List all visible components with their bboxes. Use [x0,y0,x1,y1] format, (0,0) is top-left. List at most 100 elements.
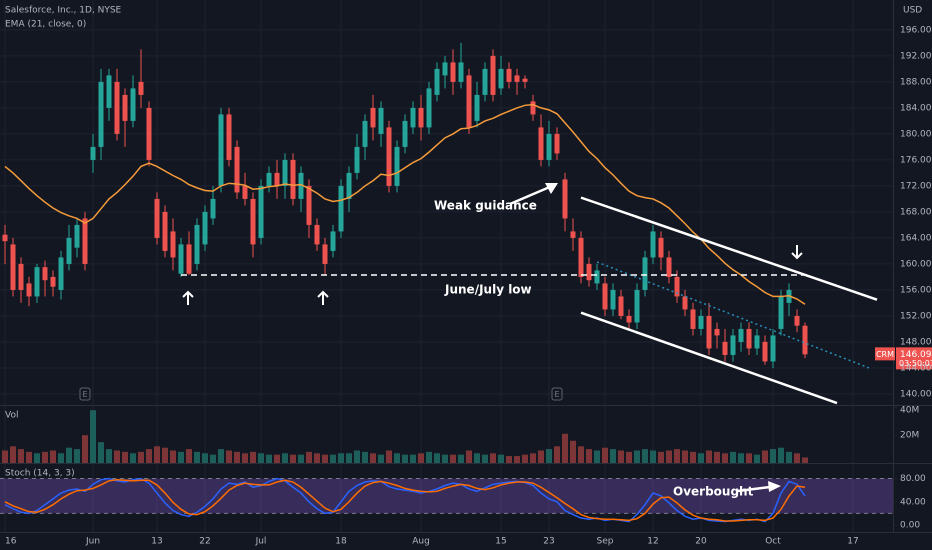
candle-body [458,62,464,82]
candle-body [674,276,680,297]
candle-body [538,127,544,160]
volume-bar [18,449,24,463]
candle-body [58,257,64,290]
volume-bar [650,450,656,463]
volume-bar [754,454,760,463]
volume-bar [98,442,104,463]
candle-body [618,296,624,316]
candle-body [762,341,768,362]
y-tick-label: 140.00 [900,389,932,399]
y-tick-label: 80.00 [900,474,926,484]
x-tick-label: 23 [543,537,554,547]
volume-bar [706,450,712,463]
candle-body [586,263,592,281]
candle-body [2,234,8,242]
candle-body [330,231,336,251]
volume-bar [114,450,120,463]
candle-body [514,75,520,82]
y-tick-label: 152.00 [900,311,932,321]
volume-bar [666,450,672,463]
stoch-line [4,478,806,522]
candle-body [130,88,136,121]
y-tick-label: 164.00 [900,233,932,243]
volume-title: Vol [5,411,18,421]
x-tick-label: 13 [151,537,162,547]
volume-bar [546,449,552,463]
volume-bar [298,454,304,463]
volume-bar [506,456,512,463]
annotation-arrowhead [545,183,558,194]
volume-bar [82,435,88,463]
volume-bar [458,454,464,463]
volume-bar [338,453,344,463]
volume-bar [170,450,176,463]
volume-bar [178,451,184,463]
candle-body [730,335,736,355]
volume-bar [410,454,416,463]
candle-body [714,328,720,336]
volume-bar [658,451,664,463]
x-tick-label: 17 [847,537,858,547]
volume-bar [474,453,480,463]
volume-bar [402,454,408,463]
volume-bar [370,453,376,463]
candle-body [274,172,280,186]
candle-body [138,81,144,95]
volume-bar [690,451,696,463]
volume-bar [490,453,496,463]
down-arrow [791,245,803,260]
candle-body [402,120,408,147]
candle-body [362,120,368,147]
volume-bar [394,453,400,463]
y-tick-label: 40.00 [900,497,926,507]
stoch-band [0,478,893,514]
volume-bar [722,453,728,463]
volume-bar [74,449,80,463]
y-tick-label: 180.00 [900,129,932,139]
candle-body [378,107,384,134]
low-arrows [182,245,803,305]
y-tick-label: 156.00 [900,285,932,295]
volume-bar [498,454,504,463]
x-tick-label: 16 [5,537,17,547]
x-tick-label: Jul [255,537,267,547]
candle-body [314,224,320,245]
candle-body [394,146,400,186]
candle-body [450,62,456,82]
candle-body [602,283,608,310]
candle-body [290,159,296,199]
candle-body [410,107,416,128]
candle-body [218,114,224,186]
volume-bar [482,454,488,463]
candle-body [18,263,24,290]
candle-body [498,68,504,89]
y-tick-label: 176.00 [900,155,932,165]
volume-bar [674,449,680,463]
volume-bar [786,451,792,463]
candle-body [146,107,152,160]
currency-label: USD [903,6,922,16]
volume-bar [226,450,232,463]
volume-bar [770,449,776,463]
stoch-title: Stoch (14, 3, 3) [5,469,75,479]
candle-body [178,244,184,274]
candle-body [226,114,232,160]
candle-body [170,231,176,258]
candle-body [322,244,328,264]
volume-bar [250,451,256,463]
candle-body [490,55,496,95]
candle-body [594,270,600,284]
candle-body [354,146,360,173]
candle-body [10,244,16,290]
candle-body [346,172,352,199]
volume-bar [586,449,592,463]
volume-bar [378,454,384,463]
y-tick-label: 172.00 [900,181,932,191]
candle-body [154,198,160,238]
candle-body [682,296,688,310]
volume-bar [218,449,224,463]
y-tick-label: 192.00 [900,51,932,61]
volume-bar [42,451,48,463]
volume-bar [186,449,192,463]
volume-bar [34,453,40,463]
